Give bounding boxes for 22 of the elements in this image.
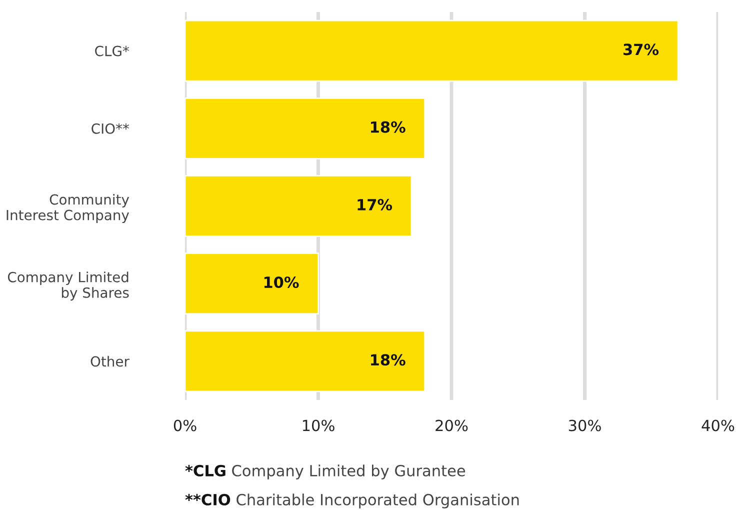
- x-tick-label: 10%: [302, 420, 334, 432]
- data-label: 18%: [371, 354, 406, 366]
- x-tick-label: 30%: [568, 420, 601, 432]
- bar: [185, 330, 426, 392]
- y-tick-label: Community Interest Company: [6, 194, 130, 223]
- x-tick-label: 40%: [702, 420, 734, 432]
- y-tick-label: CIO**: [92, 123, 130, 134]
- bar: [185, 175, 412, 237]
- y-tick-label: CLG*: [95, 46, 130, 56]
- text: **CIO Charitable Incorporated Organisation: [185, 494, 519, 508]
- x-tick-label: 0%: [174, 420, 196, 432]
- bar: [185, 20, 679, 82]
- data-label: 10%: [264, 276, 299, 288]
- data-label: 37%: [623, 44, 659, 56]
- y-tick-label: Other: [90, 356, 130, 367]
- bar: [185, 252, 319, 315]
- y-tick-label: Company Limited by Shares: [8, 272, 129, 301]
- bar: [185, 97, 426, 160]
- x-tick-label: 20%: [436, 420, 468, 432]
- text: *CLG Company Limited by Gurantee: [185, 464, 466, 480]
- data-label: 17%: [358, 198, 392, 210]
- data-label: 18%: [371, 121, 406, 133]
